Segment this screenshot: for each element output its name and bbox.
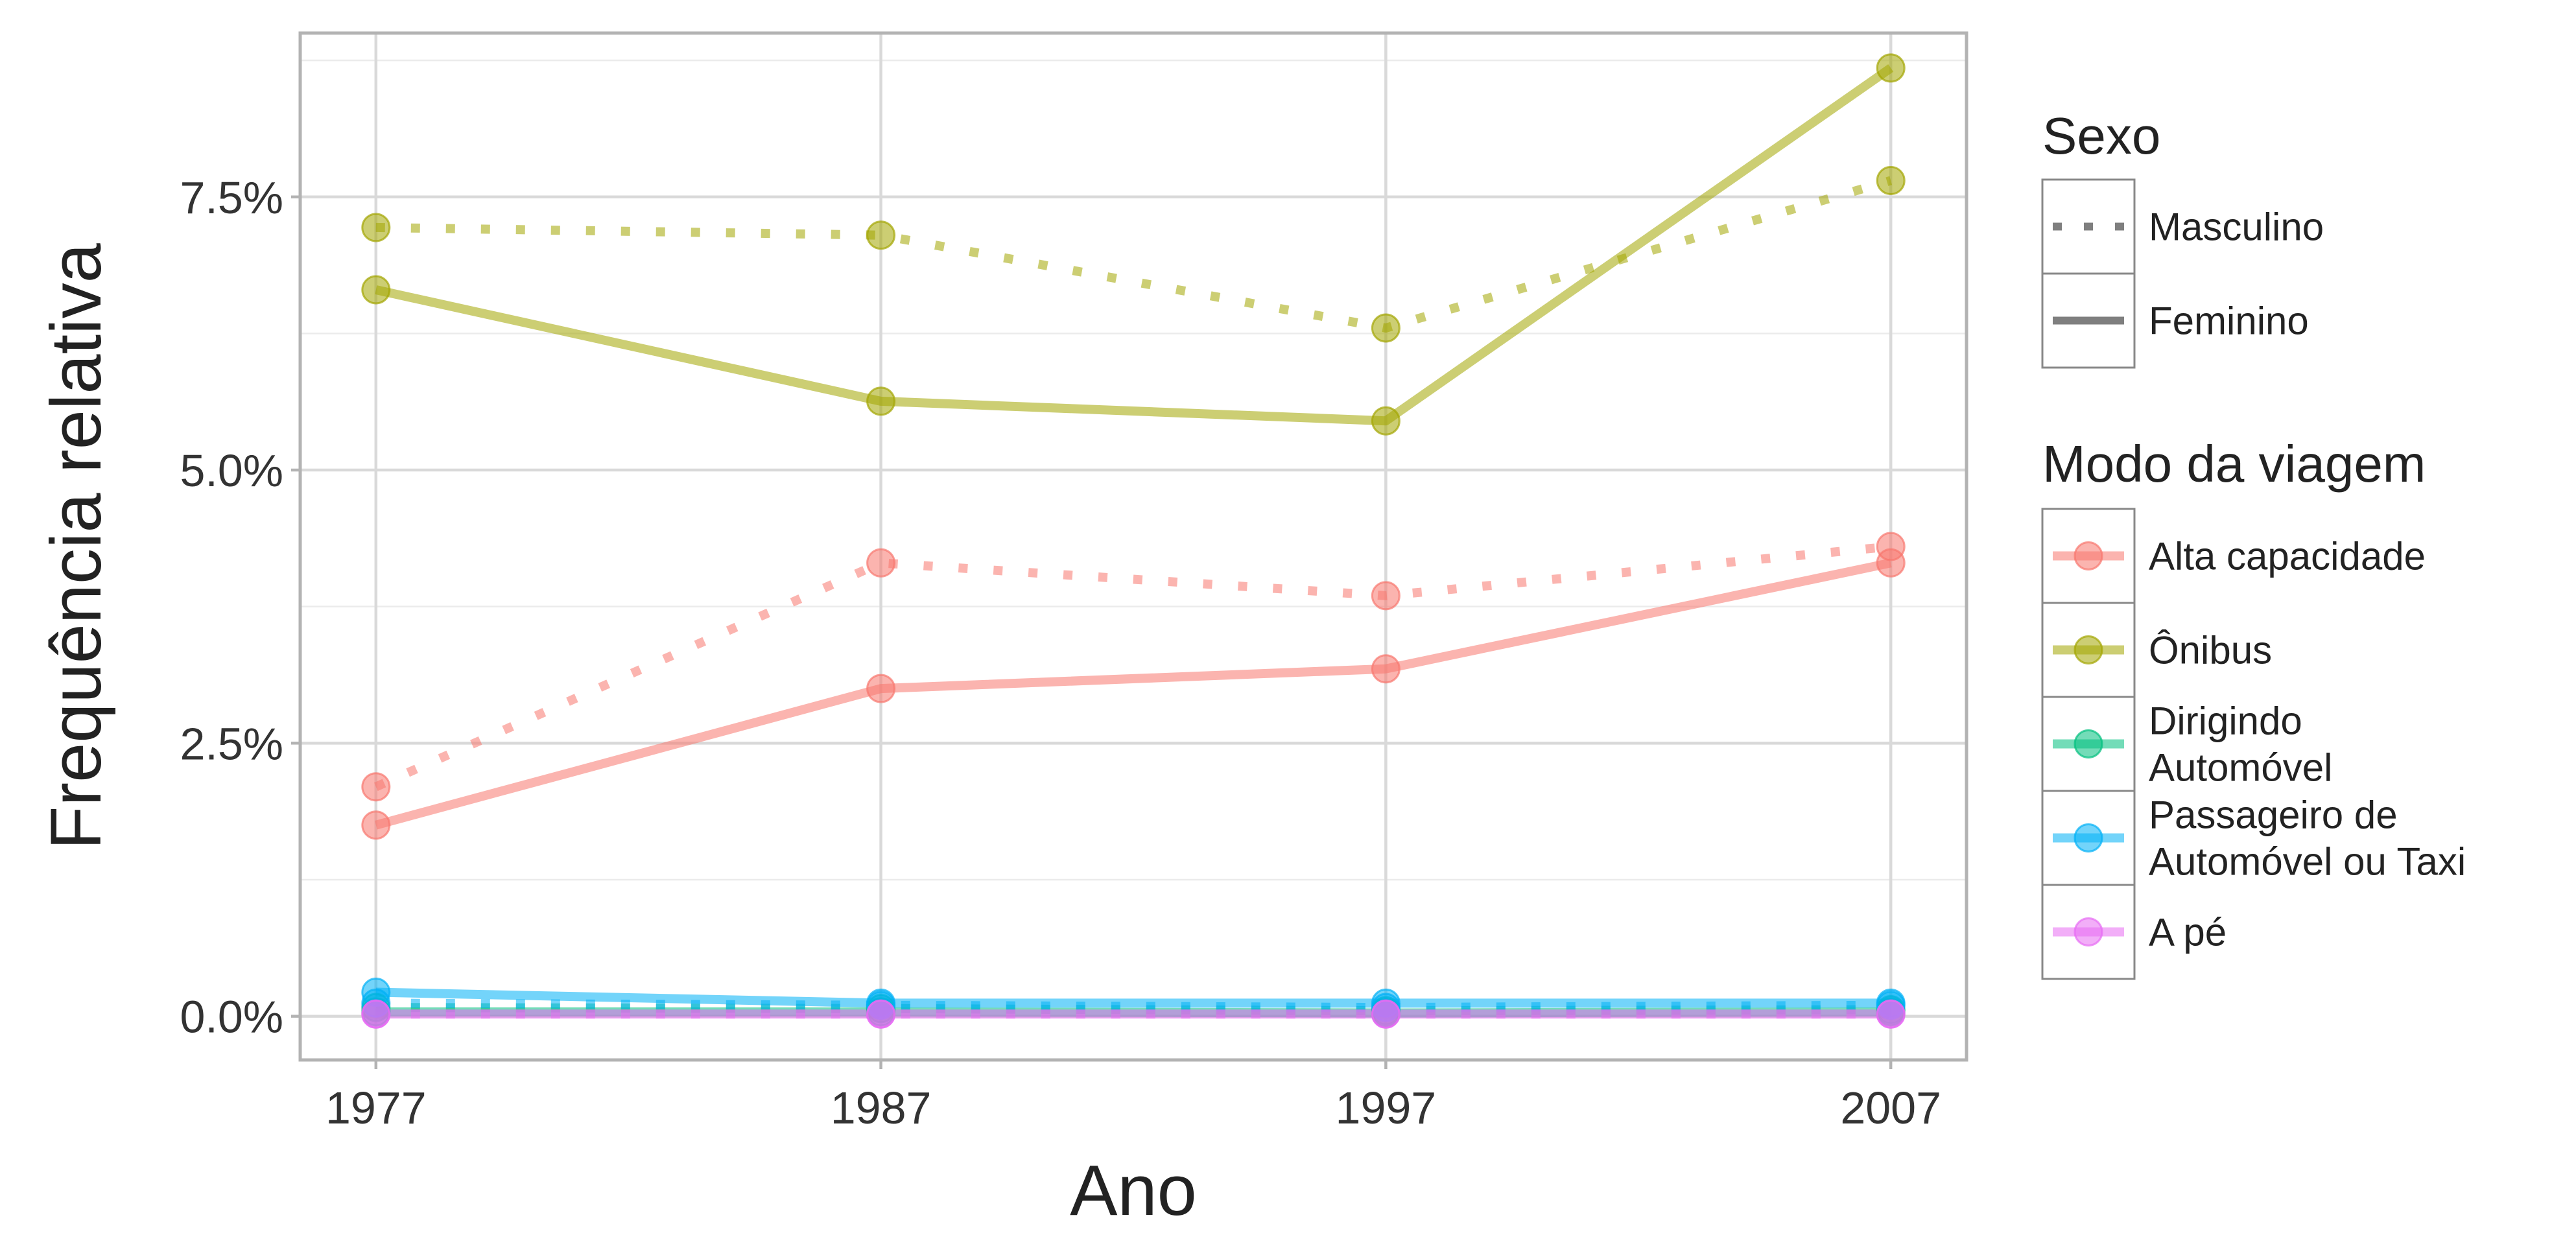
legend-modo-key-point-dirigindo [2074,729,2103,758]
data-point-onibus-feminino [1876,53,1906,83]
x-tick-label: 2007 [1840,1083,1941,1133]
legend-sexo-title: Sexo [2042,107,2160,165]
y-tick-label: 7.5% [180,172,283,223]
series-line-alta-masculino [373,542,1891,792]
data-point-ape-feminino [361,999,391,1029]
data-point-alta-masculino [866,548,896,578]
series-line-onibus-feminino [375,64,1894,426]
series-layer [361,53,1906,1029]
data-point-ape-feminino [1371,999,1400,1029]
data-point-alta-feminino [1371,654,1400,684]
legend-modo-label-ape: A pé [2149,911,2227,954]
legend-modo-label-onibus: Ônibus [2149,629,2272,672]
legend-sexo-label-masculino: Masculino [2149,206,2324,249]
legend-sexo-items: Masculino Feminino [2041,178,2324,369]
data-point-onibus-masculino [1371,313,1400,343]
legend-modo-label-dirigindo: Dirigindo [2149,699,2302,743]
plot-panel-border [298,31,1968,1062]
y-tick-label: 5.0% [180,445,283,496]
legend-modo-label-passageiro: Passageiro de [2149,793,2398,837]
legend-modo-label-passageiro: Automóvel ou Taxi [2149,840,2466,884]
data-point-onibus-feminino [1371,406,1400,436]
series-line-passageiro-feminino [375,987,1891,1008]
series-line-onibus-masculino [375,176,1893,333]
x-tick-label: 1987 [831,1083,932,1133]
data-point-alta-feminino [866,674,896,703]
legend-modo-items: Alta capacidade Ônibus DirigindoAutomóvelP… [2041,508,2466,980]
legend-modo-key-point-ape [2074,917,2103,946]
x-tick-label: 1977 [325,1083,427,1133]
legend-modo-title: Modo da viagem [2042,435,2426,493]
data-point-alta-feminino [1876,548,1906,578]
legend-modo-key-point-passageiro [2074,823,2103,852]
legend-modo-key-point-alta [2074,541,2103,570]
data-point-ape-feminino [866,999,896,1029]
data-point-alta-feminino [361,810,391,840]
legend-modo-label-dirigindo: Automóvel [2149,746,2332,790]
data-point-onibus-feminino [866,386,896,416]
legend-sexo-label-feminino: Feminino [2149,300,2309,343]
y-axis-title: Frequência relativa [36,242,116,849]
data-point-onibus-masculino [866,220,896,250]
series-line-alta-feminino [374,558,1892,830]
y-tick-label: 0.0% [180,992,283,1042]
x-tick-label: 1997 [1336,1083,1437,1133]
data-point-onibus-feminino [361,275,391,305]
x-axis-title: Ano [1070,1151,1197,1230]
y-tick-label: 2.5% [180,718,283,769]
data-point-onibus-masculino [1876,165,1906,195]
legend: Sexo Masculino Feminino Modo da viagem Al… [2041,107,2466,980]
data-point-alta-masculino [361,772,391,802]
data-point-ape-feminino [1876,999,1906,1029]
data-point-onibus-masculino [361,213,391,242]
data-point-alta-masculino [1371,581,1400,611]
axis-layer: 0.0% 2.5% 5.0% 7.5% 1977 1987 1997 2007 [180,172,1941,1133]
legend-modo-label-alta: Alta capacidade [2149,535,2426,578]
legend-modo-key-point-onibus [2074,635,2103,664]
